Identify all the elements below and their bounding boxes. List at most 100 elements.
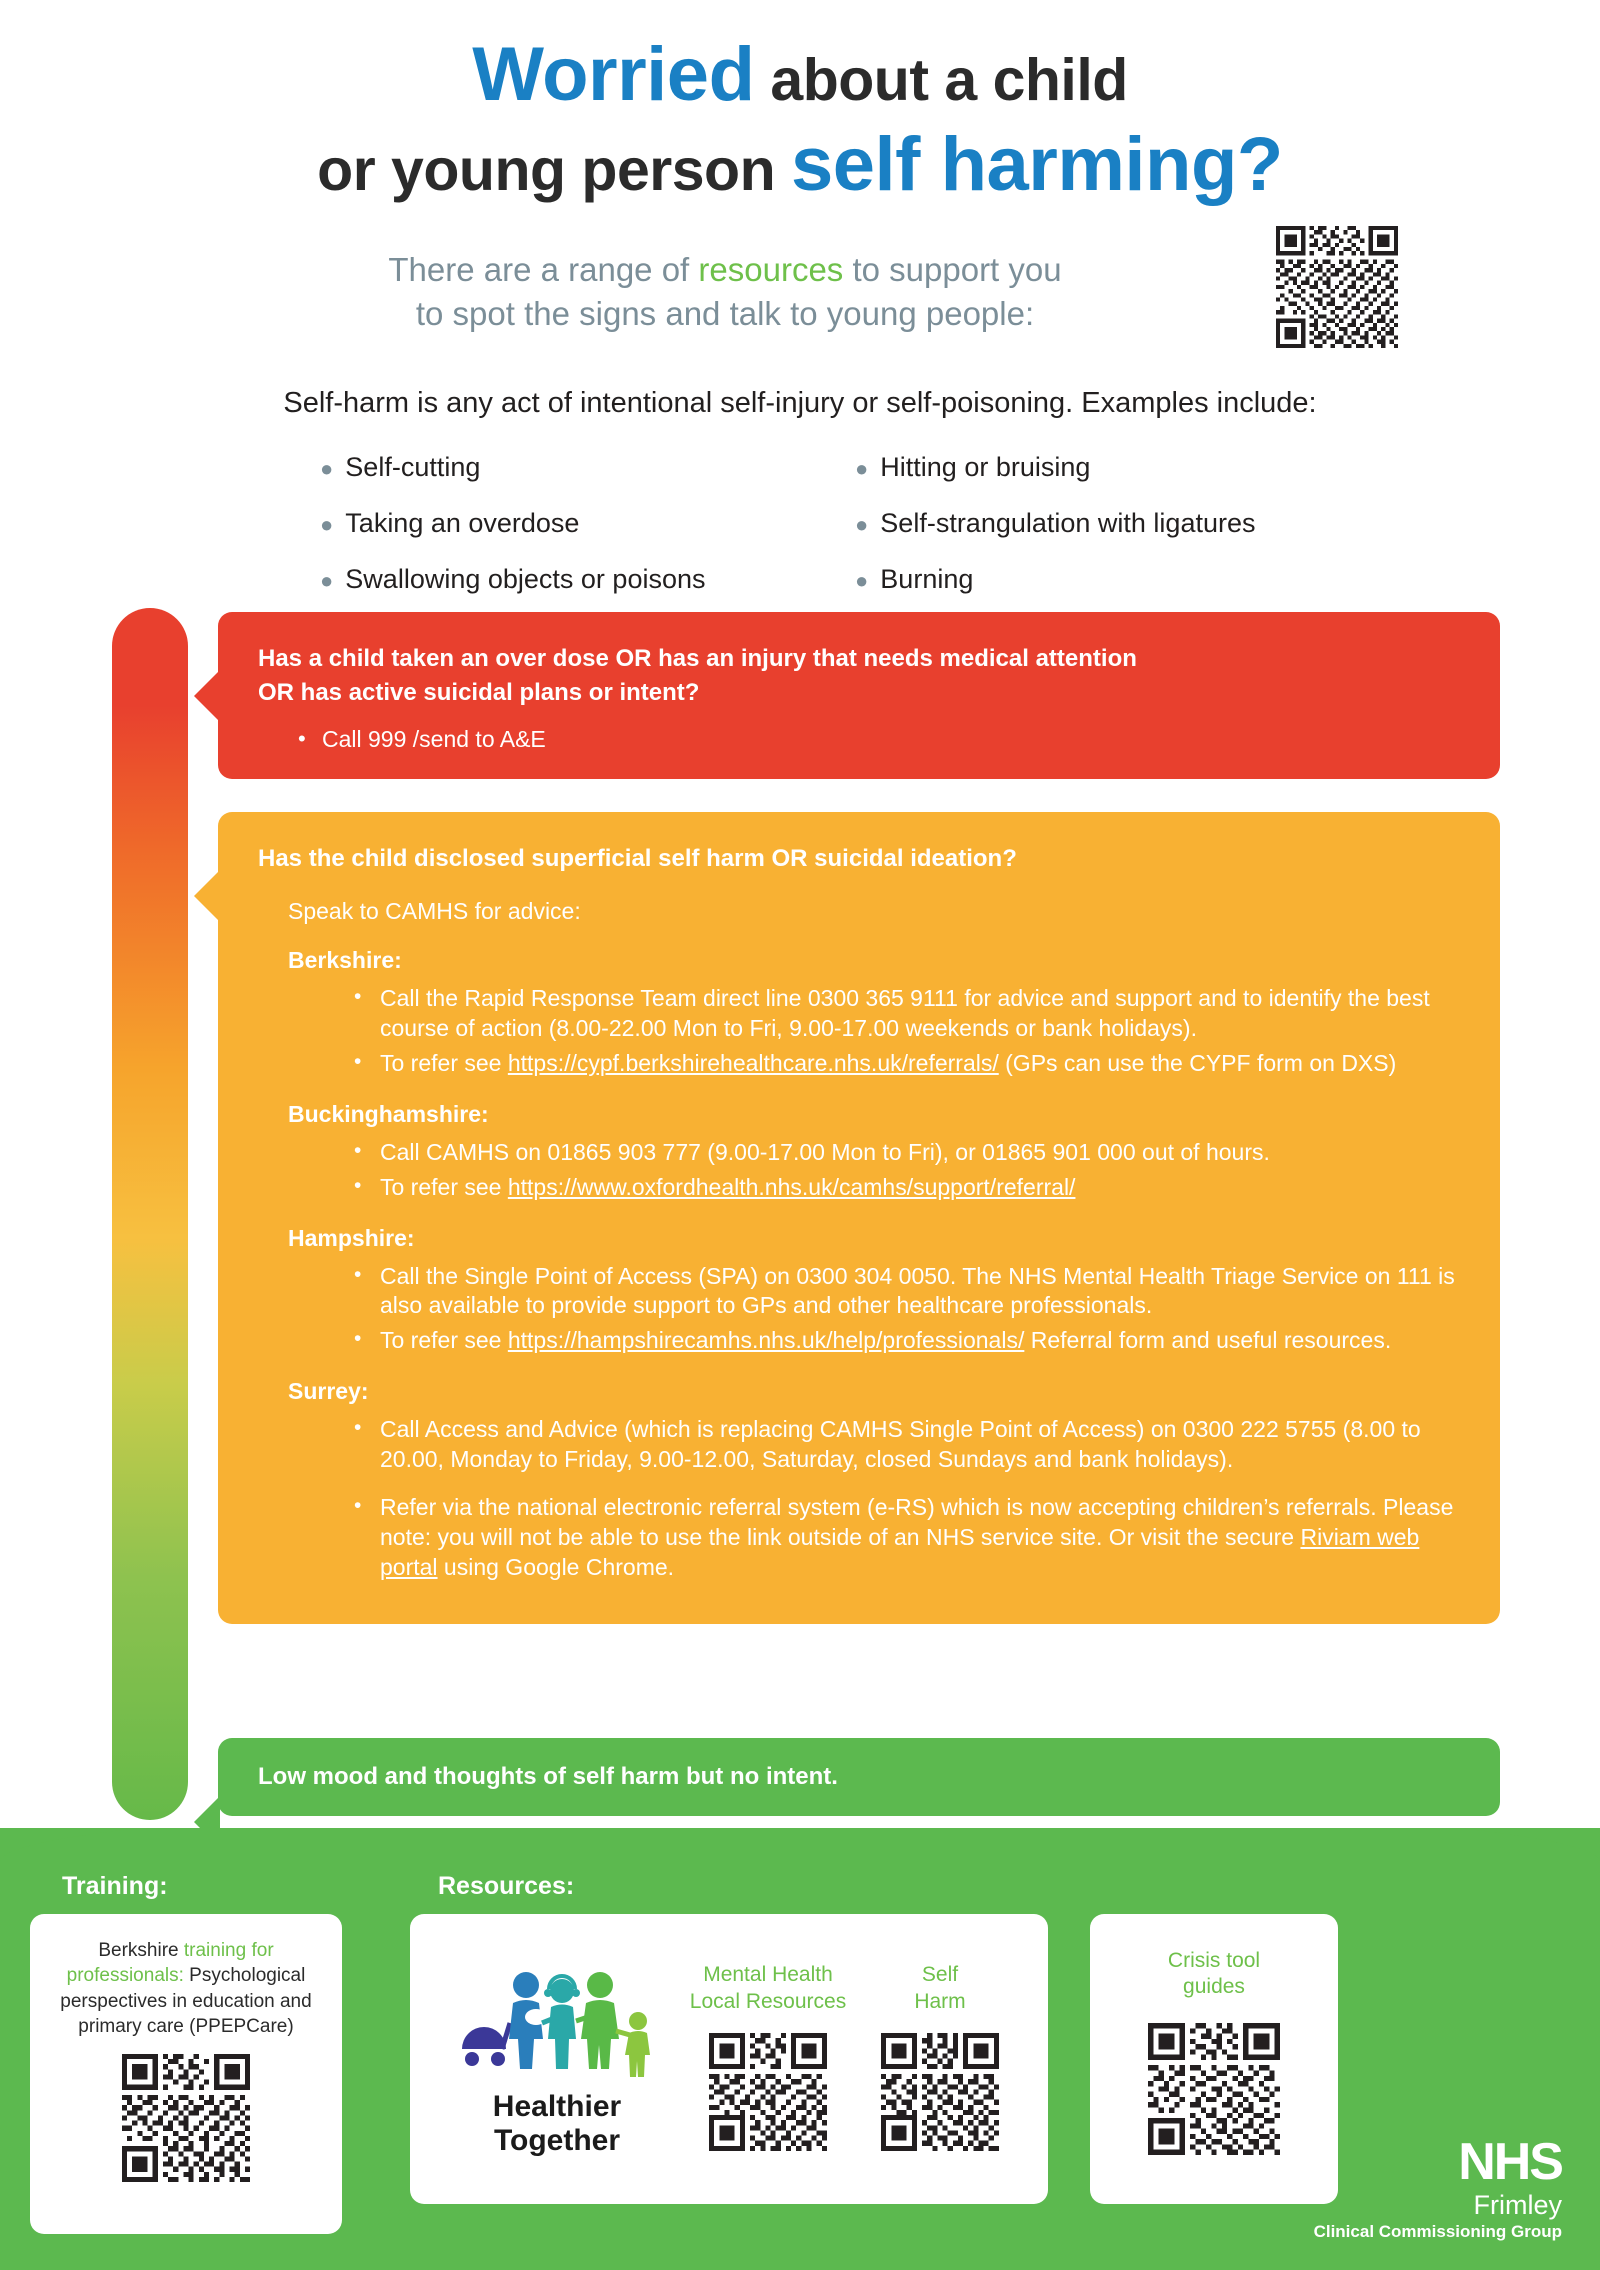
region-list-surrey: Call Access and Advice (which is replaci…: [258, 1414, 1462, 1582]
region-heading-berkshire: Berkshire:: [288, 947, 402, 974]
green-lowrisk-box: Low mood and thoughts of self harm but n…: [194, 1738, 1500, 1848]
caption-line-1: Crisis tool: [1167, 1949, 1261, 1972]
list-item: Call Access and Advice (which is replaci…: [354, 1414, 1462, 1475]
examples-column-left: ● Self-cutting ● Taking an overdose ● Sw…: [320, 452, 855, 620]
list-item: ● Self-cutting: [320, 452, 855, 483]
bullet-icon: ●: [320, 456, 334, 482]
list-item: ● Swallowing objects or poisons: [320, 564, 855, 595]
training-text-a: Berkshire: [98, 1940, 184, 1961]
training-text-green: training for professionals:: [66, 1940, 274, 1987]
resources-section-label: Resources:: [438, 1872, 575, 1900]
qr-code-icon: [709, 2032, 827, 2151]
red-alert-box: Has a child taken an over dose OR has an…: [194, 612, 1500, 780]
crisis-caption: Crisis tool guides: [1090, 1948, 1338, 2001]
example-label: Taking an overdose: [345, 508, 580, 539]
region-list-berkshire: Call the Rapid Response Team direct line…: [258, 983, 1462, 1079]
list-item: ● Burning: [855, 564, 1390, 595]
resource-caption: Mental Health Local Resources: [682, 1962, 854, 2015]
severity-gradient-spine: [112, 608, 188, 1820]
item-text: Call CAMHS on 01865 903 777 (9.00-17.00 …: [380, 1138, 1270, 1165]
item-text: Call Access and Advice (which is replaci…: [380, 1416, 1421, 1473]
example-label: Self-strangulation with ligatures: [880, 508, 1256, 539]
subheading-line-1: There are a range of resources to suppor…: [0, 248, 1450, 292]
caption-line-2: Local Resources: [689, 1989, 847, 2013]
list-item: Call CAMHS on 01865 903 777 (9.00-17.00 …: [354, 1137, 1462, 1168]
qr-code-icon: [122, 2053, 250, 2182]
caption-line-2: Harm: [914, 1989, 966, 2013]
qr-code-mental-health[interactable]: [682, 2032, 854, 2156]
example-label: Hitting or bruising: [880, 452, 1091, 483]
region-heading-hampshire: Hampshire:: [288, 1224, 415, 1251]
headline-line-2: or young person self harming?: [0, 124, 1600, 206]
orange-box-title: Has the child disclosed superficial self…: [258, 845, 1017, 872]
bullet-icon: ●: [320, 568, 334, 594]
footer-panel: Training: Resources: Berkshire training …: [0, 1828, 1600, 2270]
orange-box-body: Speak to CAMHS for advice: Berkshire: Ca…: [258, 898, 1462, 1583]
item-text-after: using Google Chrome.: [437, 1553, 675, 1580]
list-item: To refer see https://cypf.berkshirehealt…: [354, 1048, 1462, 1079]
caption-line-1: Mental Health: [703, 1963, 833, 1987]
list-item: Call 999 /send to A&E: [298, 726, 1462, 753]
orange-advice-box: Has the child disclosed superficial self…: [194, 812, 1500, 1624]
resource-caption: Self Harm: [854, 1962, 1026, 2015]
item-text-after: Referral form and useful resources.: [1024, 1327, 1392, 1354]
examples-list: ● Self-cutting ● Taking an overdose ● Sw…: [210, 452, 1390, 620]
list-item: ● Self-strangulation with ligatures: [855, 508, 1390, 539]
bullet-icon: ●: [855, 456, 869, 482]
red-box-title-line-1: Has a child taken an over dose OR has an…: [258, 645, 1137, 672]
headline-about-a-child: about a child: [754, 47, 1128, 113]
resources-card[interactable]: Healthier Together Mental Health Local R…: [410, 1914, 1048, 2204]
headline-worried: Worried: [472, 32, 755, 117]
healthier-together-logo: Healthier Together: [432, 1961, 682, 2158]
green-box-title: Low mood and thoughts of self harm but n…: [258, 1762, 838, 1790]
training-text-b: Psychological perspectives in education …: [60, 1965, 312, 2038]
caption-line-1: Self: [921, 1963, 959, 1987]
orange-box-lead: Speak to CAMHS for advice:: [288, 898, 581, 925]
nhs-org-subtitle: Clinical Commissioning Group: [1313, 2222, 1562, 2241]
region-list-buckinghamshire: Call CAMHS on 01865 903 777 (9.00-17.00 …: [258, 1137, 1462, 1203]
qr-code-training[interactable]: [50, 2053, 322, 2187]
list-item: ● Hitting or bruising: [855, 452, 1390, 483]
resource-self-harm[interactable]: Self Harm: [854, 1962, 1026, 2156]
bullet-icon: ●: [855, 512, 869, 538]
crisis-tool-guides-card[interactable]: Crisis tool guides: [1090, 1914, 1338, 2204]
definition-text: Self-harm is any act of intentional self…: [283, 387, 1317, 420]
bullet-icon: ●: [855, 568, 869, 594]
page-title: Worried about a child or young person se…: [0, 0, 1600, 206]
healthier-together-wordmark: Healthier Together: [492, 2089, 622, 2157]
referral-link-hampshire[interactable]: https://hampshirecamhs.nhs.uk/help/profe…: [507, 1327, 1025, 1354]
caption-line-2: guides: [1183, 1975, 1245, 1999]
referral-link-buckinghamshire[interactable]: https://www.oxfordhealth.nhs.uk/camhs/su…: [507, 1173, 1076, 1200]
list-item: To refer see https://hampshirecamhs.nhs.…: [354, 1325, 1462, 1356]
example-label: Burning: [880, 564, 974, 595]
headline-line-1: Worried about a child: [0, 32, 1600, 117]
item-text: To refer see: [380, 1049, 508, 1076]
item-text: Refer via the national electronic referr…: [380, 1493, 1454, 1550]
qr-code-self-harm[interactable]: [854, 2032, 1026, 2156]
qr-code-icon: [1148, 2022, 1280, 2155]
qr-code-crisis-tool[interactable]: [1090, 2022, 1338, 2160]
region-heading-surrey: Surrey:: [288, 1378, 369, 1405]
resource-mental-health[interactable]: Mental Health Local Resources: [682, 1962, 854, 2156]
training-card[interactable]: Berkshire training for professionals: Ps…: [30, 1914, 342, 2234]
footer-curve-decoration: [0, 1828, 1600, 1862]
training-card-text: Berkshire training for professionals: Ps…: [50, 1938, 322, 2040]
item-text: To refer see: [380, 1327, 508, 1354]
qr-code-icon: [1276, 226, 1398, 348]
subheading-line-2: to spot the signs and talk to young peop…: [415, 294, 1035, 332]
referral-link-berkshire[interactable]: https://cypf.berkshirehealthcare.nhs.uk/…: [507, 1049, 999, 1076]
red-box-title: Has a child taken an over dose OR has an…: [258, 642, 1462, 710]
riviam-web-portal-link[interactable]: Riviam web portal: [380, 1523, 1420, 1580]
examples-column-right: ● Hitting or bruising ● Self-strangulati…: [855, 452, 1390, 620]
item-text: Call the Single Point of Access (SPA) on…: [380, 1262, 1455, 1319]
nhs-logo: NHS: [1458, 2133, 1564, 2191]
nhs-branding: NHS Frimley Clinical Commissioning Group: [1313, 2133, 1564, 2242]
list-item: Call the Rapid Response Team direct line…: [354, 983, 1462, 1044]
list-item: ● Taking an overdose: [320, 508, 855, 539]
example-label: Self-cutting: [345, 452, 481, 483]
headline-self-harming: self harming?: [791, 122, 1283, 208]
example-label: Swallowing objects or poisons: [345, 564, 706, 595]
subheading-resources-word: resources: [698, 251, 844, 289]
qr-code-top[interactable]: [1264, 226, 1410, 348]
item-text: Call the Rapid Response Team direct line…: [380, 985, 1430, 1041]
